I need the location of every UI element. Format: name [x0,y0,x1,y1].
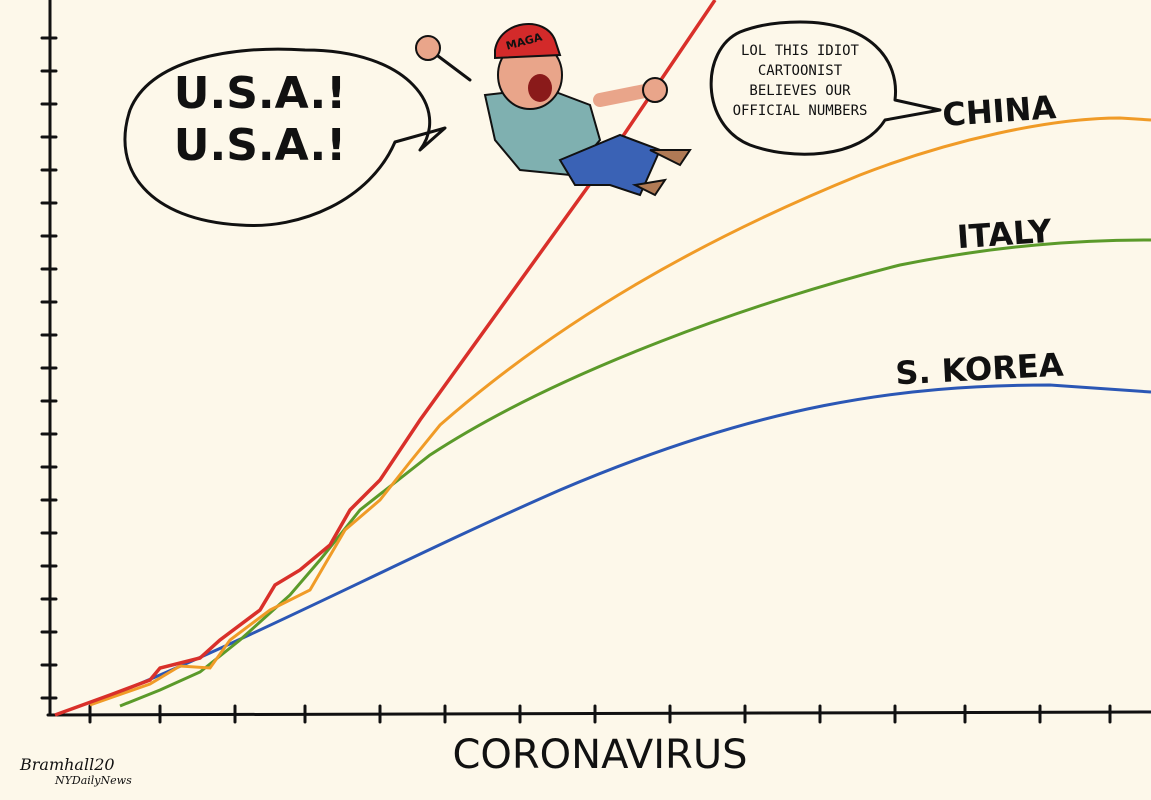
thought-text: CARTOONIST [758,63,843,79]
curve-label: S. KOREA [894,346,1064,393]
s-korea-curve [99,383,1151,702]
signature: Bramhall20 [19,755,115,774]
curve-label: ITALY [956,212,1054,257]
x-axis [46,710,1151,717]
curve-label: CHINA [941,88,1057,134]
thought-text: BELIEVES OUR [749,83,851,99]
publication: NYDailyNews [54,774,132,787]
usa-curve [54,0,717,717]
thought-text: OFFICIAL NUMBERS [733,103,868,119]
italy-curve [119,238,1151,708]
thought-bubble [709,20,942,156]
thought-text: LOL THIS IDIOT [741,43,860,59]
rider-figure: MAGA [415,23,692,197]
x-axis-label: CORONAVIRUS [452,732,747,778]
speech-text: U.S.A.! [174,68,347,119]
speech-text: U.S.A.! [174,120,347,171]
china-curve [89,116,1151,707]
speech-bubble [123,47,447,228]
